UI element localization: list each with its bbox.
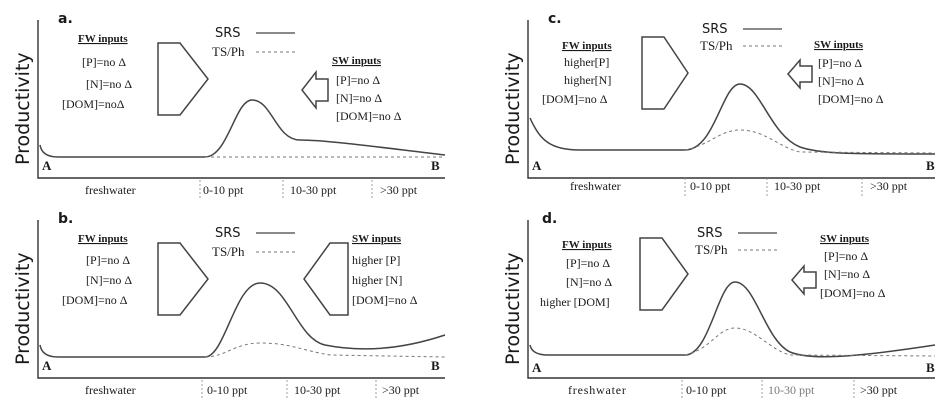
panel-c-zone-10-30: 10-30 ppt (774, 179, 821, 193)
panel-a-sw-line-3: [DOM]=no Δ (336, 109, 402, 123)
panel-d-ylabel: Productivity (502, 252, 524, 365)
panel-d-srs-curve (529, 281, 936, 358)
panel-c-endpoint-a: A (532, 158, 542, 173)
panel-b-axes (37, 220, 445, 379)
panel-b-sw-line-1: higher [P] (352, 253, 400, 267)
panel-c-fw-line-2: higher[N] (564, 73, 611, 87)
panel-c-sw-arrow (787, 57, 813, 91)
panel-c-fw-title: FW inputs (562, 40, 612, 52)
panel-a-sw-line-1: [P]=no Δ (336, 73, 380, 87)
panel-b-zone-10-30: 10-30 ppt (294, 383, 341, 397)
panel-b-ylabel: Productivity (12, 252, 34, 365)
panel-b-sw-line-3: [DOM]=no Δ (352, 293, 418, 307)
panel-c-fw-line-1: higher[P] (564, 55, 609, 69)
panel-d-fw-line-3: higher [DOM] (540, 295, 610, 309)
panel-d-legend-srs: SRS (697, 226, 723, 241)
panel-c-sw-title: SW inputs (814, 39, 864, 51)
panel-c-zone-freshwater: freshwater (570, 179, 621, 193)
panel-a-axes (37, 20, 445, 179)
panel-b-fw-line-2: [N]=no Δ (86, 273, 132, 287)
panel-a-endpoint-b: B (431, 158, 440, 173)
panel-a-zone-ticks (199, 180, 373, 198)
panel-a-ylabel: Productivity (12, 52, 34, 165)
panel-b: b. Productivity A B freshwater 0-10 ppt … (12, 211, 446, 398)
panel-c-fw-arrow (641, 36, 689, 110)
panel-d-tsph-curve (684, 327, 936, 357)
panel-d-zone-10-30: 10-30 ppt (768, 383, 815, 397)
panel-a-fw-title: FW inputs (78, 33, 128, 45)
panel-b-zone-over-30: >30 ppt (382, 383, 420, 397)
panel-b-endpoint-b: B (431, 358, 440, 373)
panel-b-zone-0-10: 0-10 ppt (207, 383, 248, 397)
panel-d-sw-arrow (791, 263, 817, 297)
panel-d-sw-line-2: [N]=no Δ (824, 267, 870, 281)
panel-d-zone-freshwater: freshwater (568, 383, 627, 397)
panel-c-sw-line-2: [N]=no Δ (818, 74, 864, 88)
panel-b-zone-freshwater: freshwater (85, 383, 136, 397)
panel-a-legend-tsph: TS/Ph (212, 44, 245, 59)
panel-d-legend-tsph: TS/Ph (695, 242, 728, 257)
panel-d: d. Productivity A B freshwater 0-10 ppt … (502, 211, 936, 398)
panel-c-legend-tsph: TS/Ph (700, 38, 733, 53)
panel-c-zone-ticks (684, 178, 863, 196)
panel-a-endpoint-a: A (42, 158, 52, 173)
panel-b-fw-arrow (157, 242, 209, 316)
panel-b-label: b. (58, 211, 73, 227)
panel-d-endpoint-a: A (532, 360, 542, 375)
panel-d-endpoint-b: B (926, 360, 935, 375)
panel-c-endpoint-b: B (926, 158, 935, 173)
panel-c-zone-0-10: 0-10 ppt (690, 179, 731, 193)
panel-a-fw-line-1: [P]=no Δ (82, 55, 126, 69)
panel-b-legend-srs: SRS (215, 226, 241, 241)
panel-a-sw-title: SW inputs (332, 55, 382, 67)
panel-d-zone-over-30: >30 ppt (860, 383, 898, 397)
panel-d-fw-line-2: [N]=no Δ (566, 275, 612, 289)
panel-c-label: c. (548, 11, 562, 27)
panel-b-zone-ticks (201, 380, 377, 398)
panel-a-zone-over-30: >30 ppt (380, 183, 418, 197)
panel-b-endpoint-a: A (42, 358, 52, 373)
panel-b-fw-title: FW inputs (78, 233, 128, 245)
panel-b-sw-line-2: higher [N] (352, 273, 402, 287)
panel-a-zone-freshwater: freshwater (85, 183, 136, 197)
panel-c: c. Productivity A B freshwater 0-10 ppt … (502, 11, 936, 196)
panel-d-label: d. (542, 211, 557, 227)
panel-d-sw-line-1: [P]=no Δ (824, 249, 868, 263)
panel-c-sw-line-3: [DOM]=no Δ (818, 92, 884, 106)
panel-a-sw-line-2: [N]=no Δ (336, 91, 382, 105)
panel-a-srs-curve (39, 99, 446, 158)
panel-b-tsph-curve (204, 342, 446, 358)
panel-a-sw-arrow (301, 69, 329, 111)
panel-c-axes (527, 20, 935, 179)
panel-d-fw-title: FW inputs (562, 239, 612, 251)
panel-a-label: a. (58, 11, 73, 27)
panel-a-zone-10-30: 10-30 ppt (290, 183, 337, 197)
panel-a: a. Productivity A B freshwater 0-10 ppt … (12, 11, 446, 198)
panel-a-legend-srs: SRS (215, 26, 241, 41)
panel-d-sw-title: SW inputs (820, 233, 870, 245)
panel-b-sw-title: SW inputs (352, 233, 402, 245)
panel-b-legend-tsph: TS/Ph (212, 244, 245, 259)
panel-a-fw-line-2: [N]=no Δ (86, 77, 132, 91)
panel-a-fw-arrow (157, 42, 209, 116)
panel-c-fw-line-3: [DOM]=no Δ (542, 92, 608, 106)
panel-d-fw-arrow (639, 237, 689, 311)
panel-b-sw-arrow (303, 242, 349, 316)
panel-d-sw-line-3: [DOM]=no Δ (820, 286, 886, 300)
panel-c-legend-srs: SRS (702, 22, 728, 37)
panel-c-sw-line-1: [P]=no Δ (818, 56, 862, 70)
panel-c-zone-over-30: >30 ppt (870, 179, 908, 193)
panel-a-fw-line-3: [DOM]=noΔ (62, 97, 125, 111)
panel-d-fw-line-1: [P]=no Δ (566, 256, 610, 270)
panel-a-zone-0-10: 0-10 ppt (203, 183, 244, 197)
panel-b-fw-line-1: [P]=no Δ (86, 253, 130, 267)
panel-b-fw-line-3: [DOM]=no Δ (62, 293, 128, 307)
panel-d-zone-0-10: 0-10 ppt (686, 383, 727, 397)
panel-d-zone-ticks (681, 380, 855, 398)
panel-c-ylabel: Productivity (502, 52, 524, 165)
panel-d-axes (527, 220, 935, 379)
panel-b-srs-curve (39, 282, 446, 358)
